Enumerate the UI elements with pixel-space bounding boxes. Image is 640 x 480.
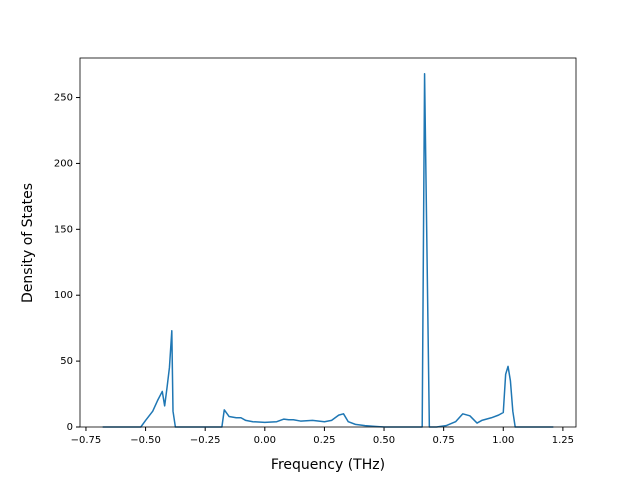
y-tick-label: 0 [67, 422, 73, 433]
y-axis-label: Density of States [20, 183, 36, 303]
y-tick-label: 200 [54, 158, 73, 169]
y-tick-label: 50 [60, 356, 73, 367]
y-tick-label: 100 [54, 290, 73, 301]
y-tick-label: 250 [54, 93, 73, 104]
x-tick-label: 0.50 [373, 435, 395, 446]
plot-frame [79, 57, 577, 428]
x-tick-label: 0.75 [433, 435, 455, 446]
y-tick-label: 150 [54, 224, 73, 235]
x-tick-label: 0.25 [313, 435, 335, 446]
x-tick-label: −0.50 [130, 435, 161, 446]
data-line [102, 73, 554, 428]
x-axis-label: Frequency (THz) [271, 457, 385, 473]
x-tick-label: 1.00 [492, 435, 514, 446]
x-tick-label: 1.25 [552, 435, 574, 446]
x-tick-label: −0.75 [71, 435, 102, 446]
x-tick-label: −0.25 [190, 435, 221, 446]
x-tick-label: 0.00 [254, 435, 276, 446]
